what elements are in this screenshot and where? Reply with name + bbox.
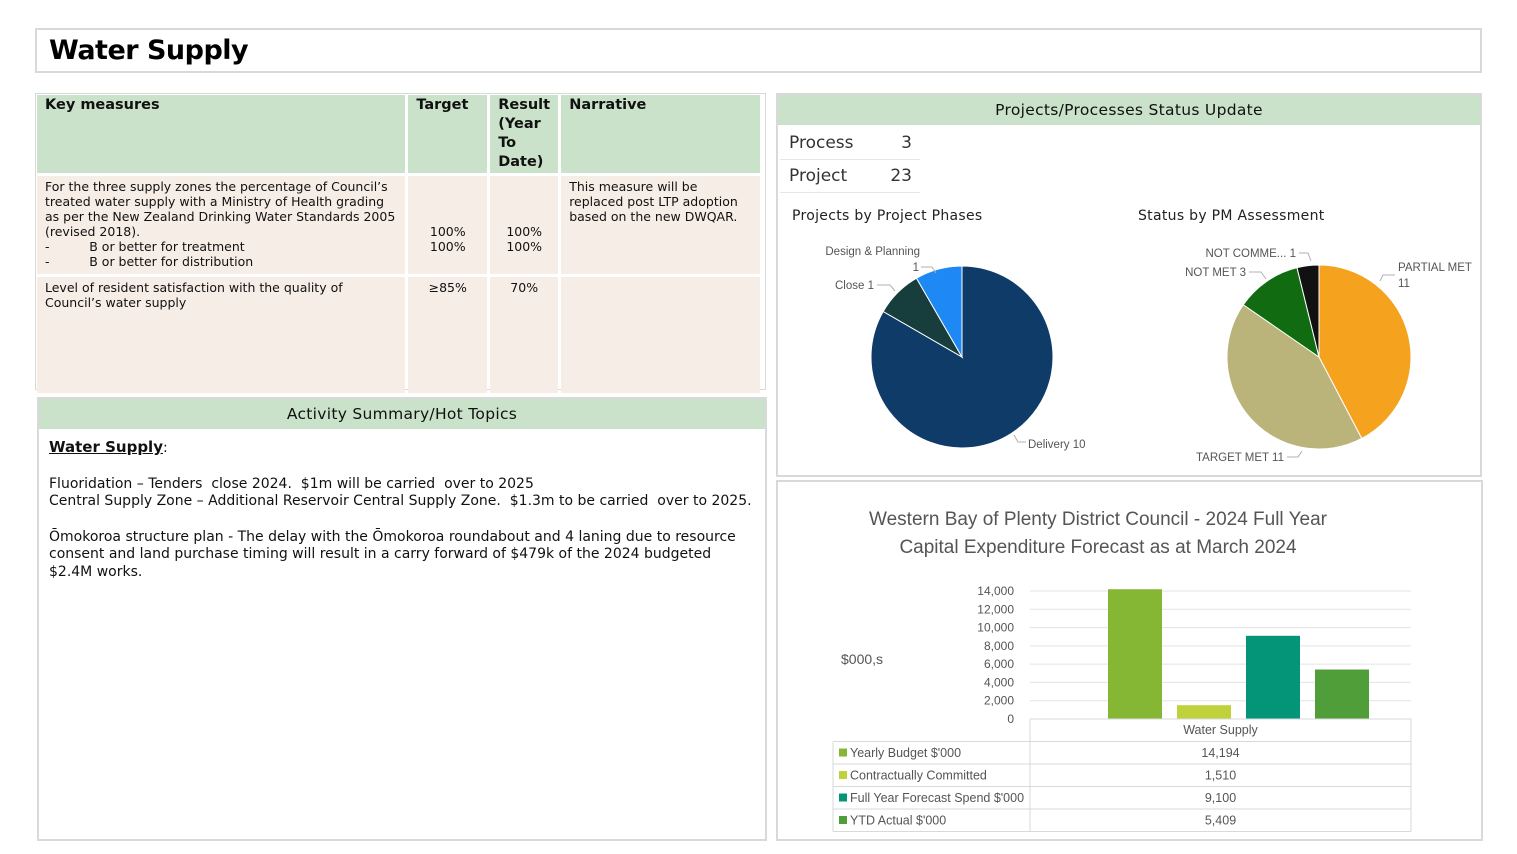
pie-label-partial-met-value: 11 xyxy=(1398,278,1410,290)
bar-yearly-budget-000 xyxy=(1108,589,1162,719)
measure-cell: For the three supply zones the percentag… xyxy=(37,176,406,274)
activity-line: consent and land purchase timing will re… xyxy=(49,546,712,562)
key-measures-header-row: Key measures Target Result (Year To Date… xyxy=(37,95,760,173)
leader-line xyxy=(921,266,937,274)
pie-title-assessment: Status by PM Assessment xyxy=(1138,208,1325,224)
status-heading: Projects/Processes Status Update xyxy=(778,95,1480,125)
target-cell: 100% 100% xyxy=(408,176,488,274)
pie-slice-partial-met xyxy=(1318,264,1412,440)
result-cell: 70% xyxy=(490,277,559,393)
chart-title-line: Capital Expenditure Forecast as at March… xyxy=(899,537,1297,558)
legend-swatch xyxy=(839,771,847,779)
header-target: Target xyxy=(408,95,488,173)
y-tick-label: 8,000 xyxy=(984,639,1014,653)
bar-full-year-forecast-spend-000 xyxy=(1246,635,1300,719)
activity-summary-panel: Activity Summary/Hot Topics Water Supply… xyxy=(37,397,767,841)
chart-title-line: Western Bay of Plenty District Council -… xyxy=(869,509,1328,530)
kpi-label: Project xyxy=(789,166,848,186)
header-key-measures: Key measures xyxy=(37,95,406,173)
kpi-value: 3 xyxy=(901,133,912,153)
page-title: Water Supply xyxy=(49,35,249,66)
pie-slice-design-planning xyxy=(915,265,963,359)
leader-line xyxy=(1013,434,1026,443)
legend-swatch xyxy=(839,793,847,802)
activity-line: Central Supply Zone – Additional Reservo… xyxy=(49,493,752,509)
key-measures-table: Key measures Target Result (Year To Date… xyxy=(34,92,763,396)
y-tick-label: 2,000 xyxy=(984,694,1014,708)
pie-slice-target-met xyxy=(1226,304,1363,450)
activity-summary-heading: Activity Summary/Hot Topics xyxy=(39,399,765,429)
legend-series-name: Contractually Committed xyxy=(850,769,987,783)
data-table-value: 14,194 xyxy=(1201,746,1239,760)
measure-cell: Level of resident satisfaction with the … xyxy=(37,277,406,393)
pie-title-phases: Projects by Project Phases xyxy=(792,208,983,224)
data-table-value: 5,409 xyxy=(1205,814,1236,828)
x-category-label: Water Supply xyxy=(1183,723,1258,737)
leader-line xyxy=(1287,450,1303,458)
leader-line xyxy=(1249,271,1267,280)
activity-subheading: Water Supply xyxy=(49,438,163,456)
pie-label-design-planning: Design & Planning xyxy=(825,246,920,258)
leader-line xyxy=(877,284,896,292)
narrative-cell: This measure will be replaced post LTP a… xyxy=(561,176,760,274)
pie-label-design-planning-value: 1 xyxy=(913,262,919,274)
legend-series-name: YTD Actual $'000 xyxy=(850,814,946,828)
pie-label-not-met: NOT MET 3 xyxy=(1185,267,1246,279)
pie-slice-not-comme xyxy=(1296,264,1320,358)
target-cell: ≥85% xyxy=(408,277,488,393)
bar-ytd-actual-000 xyxy=(1315,669,1369,719)
y-tick-label: 6,000 xyxy=(984,657,1014,671)
pie-label-delivery: Delivery 10 xyxy=(1028,439,1086,451)
status-panel: Projects/Processes Status Update Process… xyxy=(776,93,1482,477)
pie-label-not-comme: NOT COMME... 1 xyxy=(1205,248,1296,260)
y-tick-label: 10,000 xyxy=(977,621,1014,635)
y-tick-label: 14,000 xyxy=(977,584,1014,598)
activity-summary-body: Water Supply: Fluoridation – Tenders clo… xyxy=(49,438,759,581)
y-tick-label: 0 xyxy=(1007,712,1014,726)
result-cell: 100% 100% xyxy=(490,176,559,274)
activity-line: Ōmokoroa structure plan - The delay with… xyxy=(49,528,736,545)
pie-label-target-met: TARGET MET 11 xyxy=(1196,452,1284,464)
header-narrative: Narrative xyxy=(561,95,760,173)
data-table-value: 9,100 xyxy=(1205,791,1236,805)
title-bar: Water Supply xyxy=(35,28,1482,73)
pie-charts: Delivery 10 Close 1 Design & Planning 1 PART… xyxy=(825,246,1472,464)
leader-line xyxy=(1379,274,1395,282)
activity-line: Fluoridation – Tenders close 2024. $1m w… xyxy=(49,475,534,492)
legend-swatch xyxy=(839,748,847,757)
kpi-project: Project 23 xyxy=(780,160,920,193)
pie-slice-not-met xyxy=(1242,267,1320,359)
kpi-label: Process xyxy=(789,133,854,153)
data-table-value: 1,510 xyxy=(1205,769,1236,783)
activity-subheading-suffix: : xyxy=(162,440,168,456)
kpi-value: 23 xyxy=(890,166,912,186)
capex-bar-chart: Western Bay of Plenty District Council -… xyxy=(832,509,1412,832)
activity-line: $2.4M works. xyxy=(49,563,143,580)
header-result: Result (Year To Date) xyxy=(490,95,559,173)
y-tick-label: 12,000 xyxy=(977,602,1014,616)
y-tick-label: 4,000 xyxy=(984,675,1014,689)
y-axis-label: $000,s xyxy=(841,651,883,667)
leader-line xyxy=(1299,252,1312,262)
capex-chart-panel: Western Bay of Plenty District Council -… xyxy=(776,480,1483,841)
pie-label-partial-met: PARTIAL MET xyxy=(1398,262,1472,274)
pie-label-close: Close 1 xyxy=(835,280,874,292)
legend-swatch xyxy=(839,816,847,824)
legend-series-name: Yearly Budget $'000 xyxy=(850,746,961,760)
kpi-process: Process 3 xyxy=(780,127,920,160)
table-row: Level of resident satisfaction with the … xyxy=(37,277,760,393)
bar-contractually-committed xyxy=(1177,705,1231,719)
table-row: For the three supply zones the percentag… xyxy=(37,176,760,274)
legend-series-name: Full Year Forecast Spend $'000 xyxy=(850,791,1024,805)
narrative-cell xyxy=(561,277,760,393)
